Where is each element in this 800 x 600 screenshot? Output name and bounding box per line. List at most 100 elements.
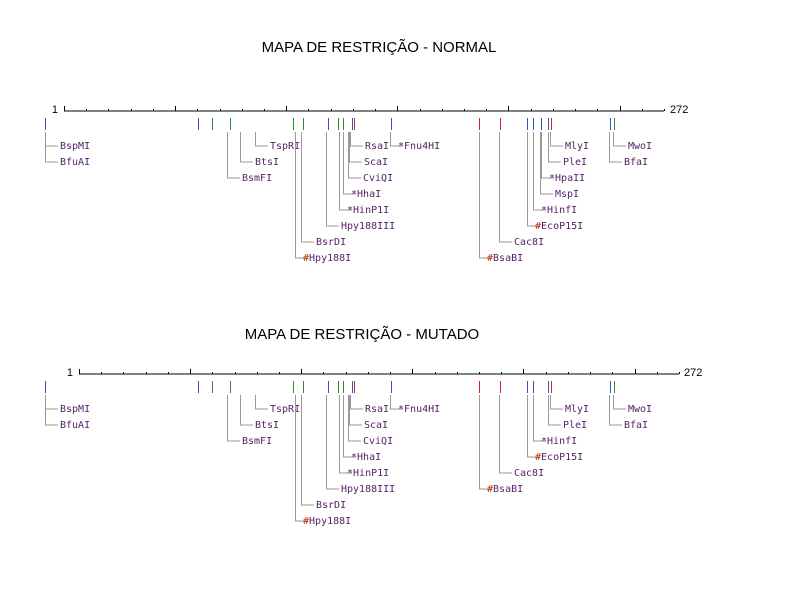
label-leader-line xyxy=(541,132,554,179)
enzyme-label-mlyi: MlyI xyxy=(550,395,589,415)
enzyme-name-text: Hpy188III xyxy=(341,221,395,232)
enzyme-name-text: BtsI xyxy=(255,157,279,168)
enzyme-name: RsaI xyxy=(365,404,389,415)
enzyme-name-text: BfuAI xyxy=(60,420,90,431)
enzyme-name-text: RsaI xyxy=(365,141,389,152)
enzyme-prefix-mark: # xyxy=(487,253,493,264)
enzyme-name: BspMI xyxy=(60,141,90,152)
enzyme-prefix-mark: * xyxy=(347,468,353,479)
enzyme-name-text: BsrDI xyxy=(316,500,346,511)
enzyme-name-text: TspRI xyxy=(270,141,300,152)
label-leader-line xyxy=(533,132,546,211)
enzyme-label-hinp1i: *HinP1I xyxy=(339,132,389,216)
enzyme-name: MwoI xyxy=(628,404,652,415)
enzyme-prefix-mark: * xyxy=(347,205,353,216)
enzyme-label-tspri: TspRI xyxy=(255,132,300,152)
enzyme-label-hinfi: *HinfI xyxy=(533,395,577,447)
enzyme-name-text: TspRI xyxy=(270,404,300,415)
enzyme-name: MlyI xyxy=(565,141,589,152)
enzyme-label-hpy188iii: Hpy188III xyxy=(326,395,395,495)
label-leader-line xyxy=(326,132,339,227)
enzyme-name-text: BsmFI xyxy=(242,173,272,184)
label-leader-line xyxy=(390,132,403,147)
enzyme-label-bfai: BfaI xyxy=(609,132,648,168)
label-leader-line xyxy=(240,132,253,163)
enzyme-label-cviqi: CviQI xyxy=(348,132,393,184)
enzyme-label-bfai: BfaI xyxy=(609,395,648,431)
enzyme-label-mwoi: MwoI xyxy=(613,395,652,415)
enzyme-label-cviqi: CviQI xyxy=(348,395,393,447)
enzyme-name: BfuAI xyxy=(60,420,90,431)
label-leader-line xyxy=(550,395,563,410)
restriction-map-mutado: MAPA DE RESTRIÇÃO - MUTADO 1 272 BspMI Bf… xyxy=(45,326,702,527)
enzyme-name: *HhaI xyxy=(351,189,381,200)
enzyme-label-fnu4hi: *Fnu4HI xyxy=(390,132,440,152)
label-leader-line xyxy=(527,132,540,227)
enzyme-name-text: Cac8I xyxy=(514,468,544,479)
enzyme-name: MwoI xyxy=(628,141,652,152)
restriction-map-normal: MAPA DE RESTRIÇÃO - NORMAL 1 272 BspMI Bf… xyxy=(45,39,688,264)
enzyme-name-text: HhaI xyxy=(357,452,381,463)
enzyme-name-text: ScaI xyxy=(364,157,388,168)
label-leader-line xyxy=(255,132,268,147)
label-leader-line xyxy=(613,395,626,410)
enzyme-name: *HinfI xyxy=(541,436,577,447)
enzyme-name-text: ScaI xyxy=(364,420,388,431)
label-leader-line xyxy=(240,395,253,426)
label-leader-line xyxy=(350,395,363,410)
label-leader-line xyxy=(348,395,361,442)
enzyme-name: #EcoP15I xyxy=(535,221,583,232)
enzyme-name: *HinP1I xyxy=(347,205,389,216)
enzyme-name-text: BsaBI xyxy=(493,484,523,495)
label-leader-line xyxy=(343,132,356,195)
label-leader-line xyxy=(540,132,553,195)
label-leader-line xyxy=(301,132,314,243)
enzyme-label-scai: ScaI xyxy=(349,132,388,168)
enzyme-name: ScaI xyxy=(364,420,388,431)
sequence-end-label-mutado: 272 xyxy=(684,367,702,379)
enzyme-prefix-mark: * xyxy=(398,404,404,415)
label-leader-line xyxy=(499,132,512,243)
enzyme-label-bsmfi: BsmFI xyxy=(227,395,272,447)
enzyme-name-text: Hpy188I xyxy=(309,516,351,527)
enzyme-name-text: PleI xyxy=(563,420,587,431)
enzyme-label-bsabi: #BsaBI xyxy=(479,132,523,264)
enzyme-name-text: BfuAI xyxy=(60,157,90,168)
enzyme-name: Cac8I xyxy=(514,468,544,479)
enzyme-label-ecop15i: #EcoP15I xyxy=(527,132,583,232)
enzyme-name-text: Fnu4HI xyxy=(404,141,440,152)
label-leader-line xyxy=(609,132,622,163)
label-leader-line xyxy=(550,132,563,147)
enzyme-name-text: MlyI xyxy=(565,141,589,152)
enzyme-label-hpy188i: #Hpy188I xyxy=(295,132,351,264)
enzyme-name: *Fnu4HI xyxy=(398,141,440,152)
enzyme-label-bsrdi: BsrDI xyxy=(301,132,346,248)
enzyme-prefix-mark: # xyxy=(487,484,493,495)
enzyme-name: *HinfI xyxy=(541,205,577,216)
enzyme-name: BtsI xyxy=(255,420,279,431)
cut-sites-normal xyxy=(45,118,615,130)
sequence-axis-normal xyxy=(64,106,665,112)
label-leader-line xyxy=(548,395,561,426)
label-leader-line xyxy=(295,395,308,522)
enzyme-prefix-mark: * xyxy=(398,141,404,152)
enzyme-name: MspI xyxy=(555,189,579,200)
label-leader-line xyxy=(499,395,512,474)
enzyme-label-rsai: RsaI xyxy=(350,132,389,152)
enzyme-name: ScaI xyxy=(364,157,388,168)
label-leader-line xyxy=(343,395,356,458)
label-leader-line xyxy=(339,132,352,211)
enzyme-name: #BsaBI xyxy=(487,484,523,495)
sequence-end-label-normal: 272 xyxy=(670,104,688,116)
label-leader-line xyxy=(479,395,492,490)
label-leader-line xyxy=(295,132,308,259)
enzyme-name: CviQI xyxy=(363,436,393,447)
enzyme-name-text: BsrDI xyxy=(316,237,346,248)
enzyme-name-text: RsaI xyxy=(365,404,389,415)
enzyme-name: Cac8I xyxy=(514,237,544,248)
enzyme-name: TspRI xyxy=(270,404,300,415)
sequence-axis-mutado xyxy=(79,369,680,375)
enzyme-name-text: HinfI xyxy=(547,205,577,216)
enzyme-label-hinfi: *HinfI xyxy=(533,132,577,216)
